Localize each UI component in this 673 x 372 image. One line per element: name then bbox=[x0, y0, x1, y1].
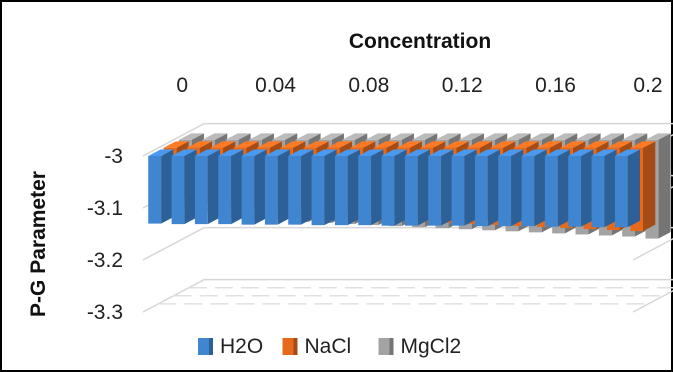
bar-h2o-0 bbox=[148, 149, 174, 224]
legend-label: MgCl2 bbox=[401, 335, 462, 358]
y-tick-label: -3.1 bbox=[87, 197, 123, 220]
y-tick-label: -3.2 bbox=[87, 249, 123, 272]
legend-label: H2O bbox=[220, 335, 263, 358]
bar-h2o-0_19 bbox=[591, 149, 617, 228]
legend-item-nacl: NaCl bbox=[282, 335, 352, 358]
legend-label: NaCl bbox=[305, 335, 352, 358]
bar-h2o-0_15 bbox=[498, 149, 524, 227]
bar-h2o-0_18 bbox=[568, 149, 594, 227]
bar-h2o-0_2 bbox=[614, 149, 640, 228]
bar-h2o-0_1 bbox=[381, 149, 407, 226]
legend-item-mgcl2: MgCl2 bbox=[378, 335, 462, 358]
legend-swatch bbox=[198, 338, 209, 355]
x-tick-label: 0.2 bbox=[633, 74, 662, 97]
bar-h2o-0_09 bbox=[358, 149, 384, 226]
x-tick-label: 0 bbox=[176, 74, 188, 97]
legend-item-h2o: H2O bbox=[198, 335, 263, 358]
bar-h2o-0_16 bbox=[521, 149, 547, 227]
x-tick-label: 0.04 bbox=[255, 74, 296, 97]
y-axis-label: P-G Parameter bbox=[27, 171, 50, 317]
y-tick-label: -3.3 bbox=[87, 301, 123, 324]
chart-title: Concentration bbox=[349, 30, 491, 53]
bar-h2o-0_05 bbox=[264, 149, 290, 225]
bar-h2o-0_04 bbox=[241, 149, 267, 225]
bar-h2o-0_03 bbox=[218, 149, 244, 225]
bar-h2o-0_11 bbox=[404, 149, 430, 226]
bars bbox=[148, 133, 671, 239]
bar-h2o-0_06 bbox=[288, 149, 314, 225]
bar-h2o-0_01 bbox=[171, 149, 197, 225]
x-tick-label: 0.12 bbox=[442, 74, 483, 97]
x-tick-labels: 0 0.04 0.08 0.12 0.16 0.2 bbox=[176, 74, 662, 97]
bar-h2o-0_13 bbox=[451, 149, 477, 226]
bar-h2o-0_12 bbox=[428, 149, 454, 226]
bar-h2o-0_17 bbox=[544, 149, 570, 227]
x-tick-label: 0.16 bbox=[535, 74, 576, 97]
bar-h2o-0_02 bbox=[194, 149, 220, 225]
bar-h2o-0_07 bbox=[311, 149, 337, 226]
legend-swatch bbox=[378, 338, 390, 355]
y-tick-label: -3 bbox=[104, 145, 123, 168]
bar-h2o-0_08 bbox=[334, 149, 360, 226]
y-tick-labels: -3 -3.1 -3.2 -3.3 bbox=[87, 145, 123, 324]
bar-h2o-0_14 bbox=[474, 149, 500, 227]
legend-swatch bbox=[282, 338, 294, 355]
legend: H2O NaCl MgCl2 bbox=[198, 335, 461, 358]
x-tick-label: 0.08 bbox=[348, 74, 389, 97]
